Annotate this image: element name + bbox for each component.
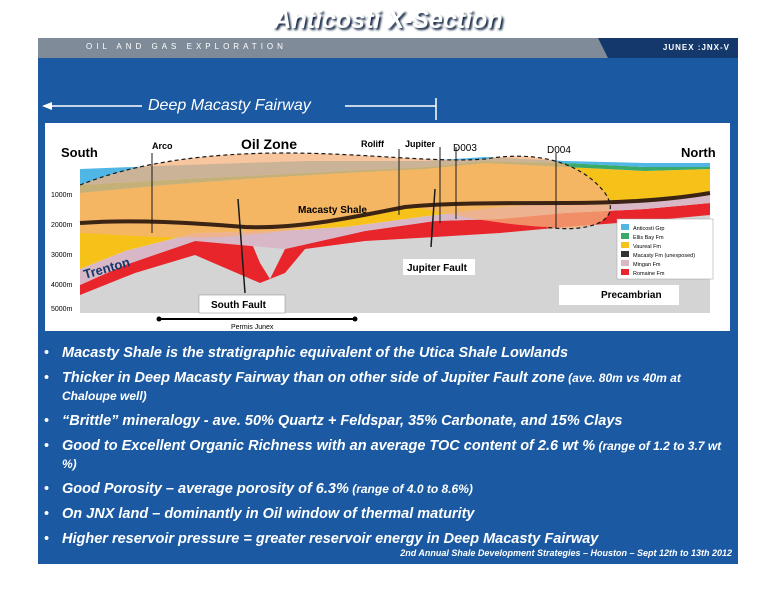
slide-title: Anticosti X-Section — [273, 6, 503, 34]
legend-label: Mingan Fm — [633, 262, 661, 268]
depth-4000: 4000m — [51, 282, 73, 289]
bullet-item: • Higher reservoir pressure = greater res… — [44, 531, 599, 547]
precambrian-label: Precambrian — [601, 290, 662, 301]
header-bar: OIL AND GAS EXPLORATION JUNEX :JNX-V — [38, 38, 738, 58]
legend-swatch — [621, 269, 629, 275]
well-d003-label: D003 — [453, 143, 477, 154]
cross-section-figure: South North Arco Oil Zone Roliff Jupiter… — [45, 123, 730, 331]
legend-swatch — [621, 251, 629, 257]
legend-label: Romaine Fm — [633, 271, 665, 277]
legend: Anticosti Grp Ellis Bay Fm Vaureal Fm Macas… — [616, 218, 714, 280]
depth-1000: 1000m — [51, 192, 73, 199]
legend-label: Vaureal Fm — [633, 244, 661, 250]
depth-2000: 2000m — [51, 222, 73, 229]
legend-label: Macasty Fm (unexposed) — [633, 253, 695, 259]
brand-label: JUNEX :JNX-V — [662, 43, 730, 52]
depth-3000: 3000m — [51, 252, 73, 259]
oil-zone-label: Oil Zone — [241, 136, 297, 152]
legend-label: Ellis Bay Fm — [633, 235, 664, 241]
jupiter-fault-line — [430, 188, 436, 248]
bullet-item: • Good to Excellent Organic Richness with… — [44, 438, 722, 471]
south-fault-label: South Fault — [211, 300, 267, 311]
legend-swatch — [621, 233, 629, 239]
macasty-shale-label: Macasty Shale — [298, 205, 367, 216]
bullet-list: • Macasty Shale is the stratigraphic equi… — [42, 344, 732, 555]
macasty-shale-line — [79, 191, 711, 230]
legend-swatch — [621, 224, 629, 230]
well-jupiter-label: Jupiter — [405, 139, 436, 149]
oil-zone-area — [80, 153, 611, 238]
bullet-item: • Macasty Shale is the stratigraphic equi… — [44, 345, 569, 361]
brand-tab: JUNEX :JNX-V — [598, 38, 738, 58]
bullet-item: • Thicker in Deep Macasty Fairway than on… — [44, 370, 681, 403]
bullet-item: • On JNX land – dominantly in Oil window … — [44, 506, 475, 522]
south-fault-line — [237, 198, 246, 294]
legend-label: Anticosti Grp — [633, 226, 664, 232]
section-label: OIL AND GAS EXPLORATION — [86, 42, 287, 51]
depth-5000: 5000m — [51, 306, 73, 313]
footer-note: 2nd Annual Shale Development Strategies … — [400, 548, 732, 558]
bullet-item: • “Brittle” mineralogy - ave. 50% Quartz … — [44, 413, 623, 429]
fairway-arrow — [42, 98, 437, 120]
legend-swatch — [621, 260, 629, 266]
well-roliff-label: Roliff — [361, 139, 385, 149]
permis-label: Permis Junex — [231, 324, 274, 331]
fairway-label: Deep Macasty Fairway — [148, 97, 311, 114]
well-arco-label: Arco — [152, 141, 173, 151]
brand-notch — [598, 38, 608, 58]
south-label: South — [61, 145, 98, 160]
north-label: North — [681, 145, 716, 160]
oil-zone-envelope — [79, 152, 611, 230]
legend-swatch — [621, 242, 629, 248]
jupiter-fault-label: Jupiter Fault — [407, 263, 468, 274]
well-d004-label: D004 — [547, 145, 571, 156]
bullet-item: • Good Porosity – average porosity of 6.3… — [44, 481, 473, 497]
